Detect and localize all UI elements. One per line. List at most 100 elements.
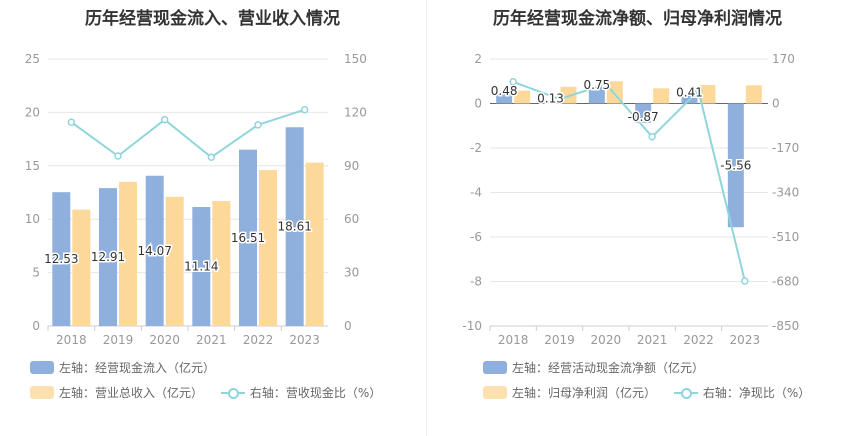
legend-label: 左轴：经营活动现金流净额（亿元） [512, 361, 705, 375]
legend-label: 右轴：净现比（%） [702, 386, 811, 400]
y-right-tick-label: 90 [344, 159, 359, 173]
bar-data-label: 0.75 [583, 78, 610, 92]
bar-series1 [727, 103, 744, 228]
line-point [741, 277, 749, 285]
legend-row-2: 左轴：归母净利润（亿元） 右轴：净现比（%） [483, 384, 824, 402]
x-tick-label: 2020 [591, 333, 622, 347]
line-point [648, 132, 656, 141]
legend-item[interactable]: 左轴：经营现金流入（亿元） [30, 359, 215, 376]
legend-swatch [30, 361, 54, 374]
legend-swatch [483, 361, 507, 374]
y-left-tick-label: -4 [470, 186, 482, 200]
line-point [555, 95, 564, 103]
y-left-tick-label: -10 [462, 319, 482, 333]
y-right-tick-label: -850 [772, 319, 799, 333]
legend-item[interactable]: 右轴：净现比（%） [673, 384, 811, 401]
bar-data-label: 12.53 [44, 252, 78, 266]
line-point [67, 118, 76, 126]
line-point [114, 152, 122, 160]
bar-series1 [99, 188, 117, 326]
bar-series1 [635, 103, 652, 123]
line-series [70, 108, 305, 159]
x-tick-label: 2022 [683, 333, 714, 347]
legend-item[interactable]: 左轴：经营活动现金流净额（亿元） [483, 359, 704, 376]
legend-row-1: 左轴：经营现金流入（亿元） [30, 359, 229, 377]
bar-series2 [119, 181, 137, 326]
chart-title: 历年经营现金流净额、归母净利润情况 [493, 9, 782, 29]
y-left-tick-label: 20 [25, 105, 40, 119]
line-point [300, 105, 309, 114]
chart-canvas: 0 5 10 15 20 25 0 30 60 90 120 150 2018 2019 2020 2021 2… [25, 52, 367, 347]
panel-divider [426, 0, 427, 436]
bar-data-label: -0.87 [628, 110, 659, 124]
x-tick-label: 2018 [56, 333, 87, 347]
bar-series1 [52, 192, 71, 326]
legend-row-1: 左轴：经营活动现金流净额（亿元） [483, 359, 718, 377]
legend-line-swatch [673, 386, 698, 399]
right-chart-panel: 历年经营现金流净额、归母净利润情况 -10 -8 -6 -4 -2 0 2 -850 -680 -… [425, 0, 850, 436]
y-left-tick-label: 0 [474, 97, 482, 111]
y-right-tick-label: 0 [772, 97, 780, 111]
legend-label: 左轴：营业总收入（亿元） [59, 386, 204, 400]
bar-series2 [165, 196, 184, 326]
bar-series2 [653, 88, 670, 104]
y-right-tick-label: -680 [772, 275, 799, 289]
legend-item[interactable]: 左轴：归母净利润（亿元） [483, 384, 656, 401]
x-tick-label: 2022 [243, 333, 274, 347]
line-point [509, 78, 517, 86]
y-right-tick-label: -340 [772, 186, 799, 200]
y-left-tick-label: 25 [25, 52, 40, 66]
bar-data-label: 18.61 [277, 220, 311, 234]
line-point [160, 115, 169, 124]
y-left-tick-label: -6 [470, 230, 482, 244]
x-tick-label: 2023 [289, 333, 320, 347]
bar-series1 [145, 175, 164, 326]
x-tick-label: 2023 [730, 333, 761, 347]
y-left-tick-label: 2 [474, 52, 482, 66]
y-left-tick-label: -8 [470, 275, 482, 289]
bar-data-label: 0.13 [537, 92, 564, 106]
x-tick-label: 2020 [149, 333, 180, 347]
bar-series1 [239, 149, 257, 326]
legend-swatch [30, 386, 54, 399]
y-right-tick-label: 30 [344, 266, 359, 280]
chart-canvas: -10 -8 -6 -4 -2 0 2 -850 -680 -510 -340 -170 0 170 201… [462, 52, 799, 347]
left-chart-panel: 历年经营现金流入、营业收入情况 0 5 10 15 20 25 0 30 60 90 120 150 2… [25, 9, 395, 402]
bar-data-label: 12.91 [91, 250, 125, 264]
bar-series2 [745, 85, 762, 104]
legend-label: 左轴：归母净利润（亿元） [512, 386, 657, 400]
legend-label: 左轴：经营现金流入（亿元） [59, 361, 216, 375]
legend-label: 右轴：营收现金比（%） [249, 386, 382, 400]
x-tick-label: 2021 [196, 333, 227, 347]
bar-data-label: 11.14 [184, 260, 218, 274]
bar-series1 [192, 207, 211, 326]
y-left-tick-label: 10 [25, 212, 40, 226]
y-right-tick-label: 60 [344, 212, 359, 226]
legend-item[interactable]: 右轴：营收现金比（%） [220, 384, 382, 401]
line-point [602, 80, 610, 88]
bar-data-label: -5.56 [720, 158, 751, 172]
bar-series2 [72, 209, 91, 326]
bar-series2 [699, 85, 716, 104]
bar-data-label: 14.07 [137, 244, 171, 258]
x-tick-label: 2021 [637, 333, 668, 347]
x-tick-label: 2019 [103, 333, 134, 347]
legend-line-swatch [220, 386, 245, 399]
legend-item[interactable]: 左轴：营业总收入（亿元） [30, 384, 203, 401]
x-tick-label: 2019 [544, 333, 575, 347]
bar-series1 [588, 86, 605, 104]
y-left-tick-label: 5 [32, 266, 40, 280]
y-left-tick-label: 0 [32, 319, 40, 333]
line-series [512, 80, 746, 282]
y-right-tick-label: 150 [344, 52, 367, 66]
y-left-tick-label: 15 [25, 159, 40, 173]
line-point [207, 153, 216, 162]
y-right-tick-label: 0 [344, 319, 352, 333]
y-right-tick-label: 170 [772, 52, 795, 66]
x-tick-label: 2018 [498, 333, 529, 347]
bar-data-label: 0.48 [491, 84, 518, 98]
bar-series2 [212, 201, 231, 326]
legend-row-2: 左轴：营业总收入（亿元） 右轴：营收现金比（%） [30, 384, 395, 402]
y-left-tick-label: -2 [470, 141, 482, 155]
bar-series1 [496, 92, 513, 104]
